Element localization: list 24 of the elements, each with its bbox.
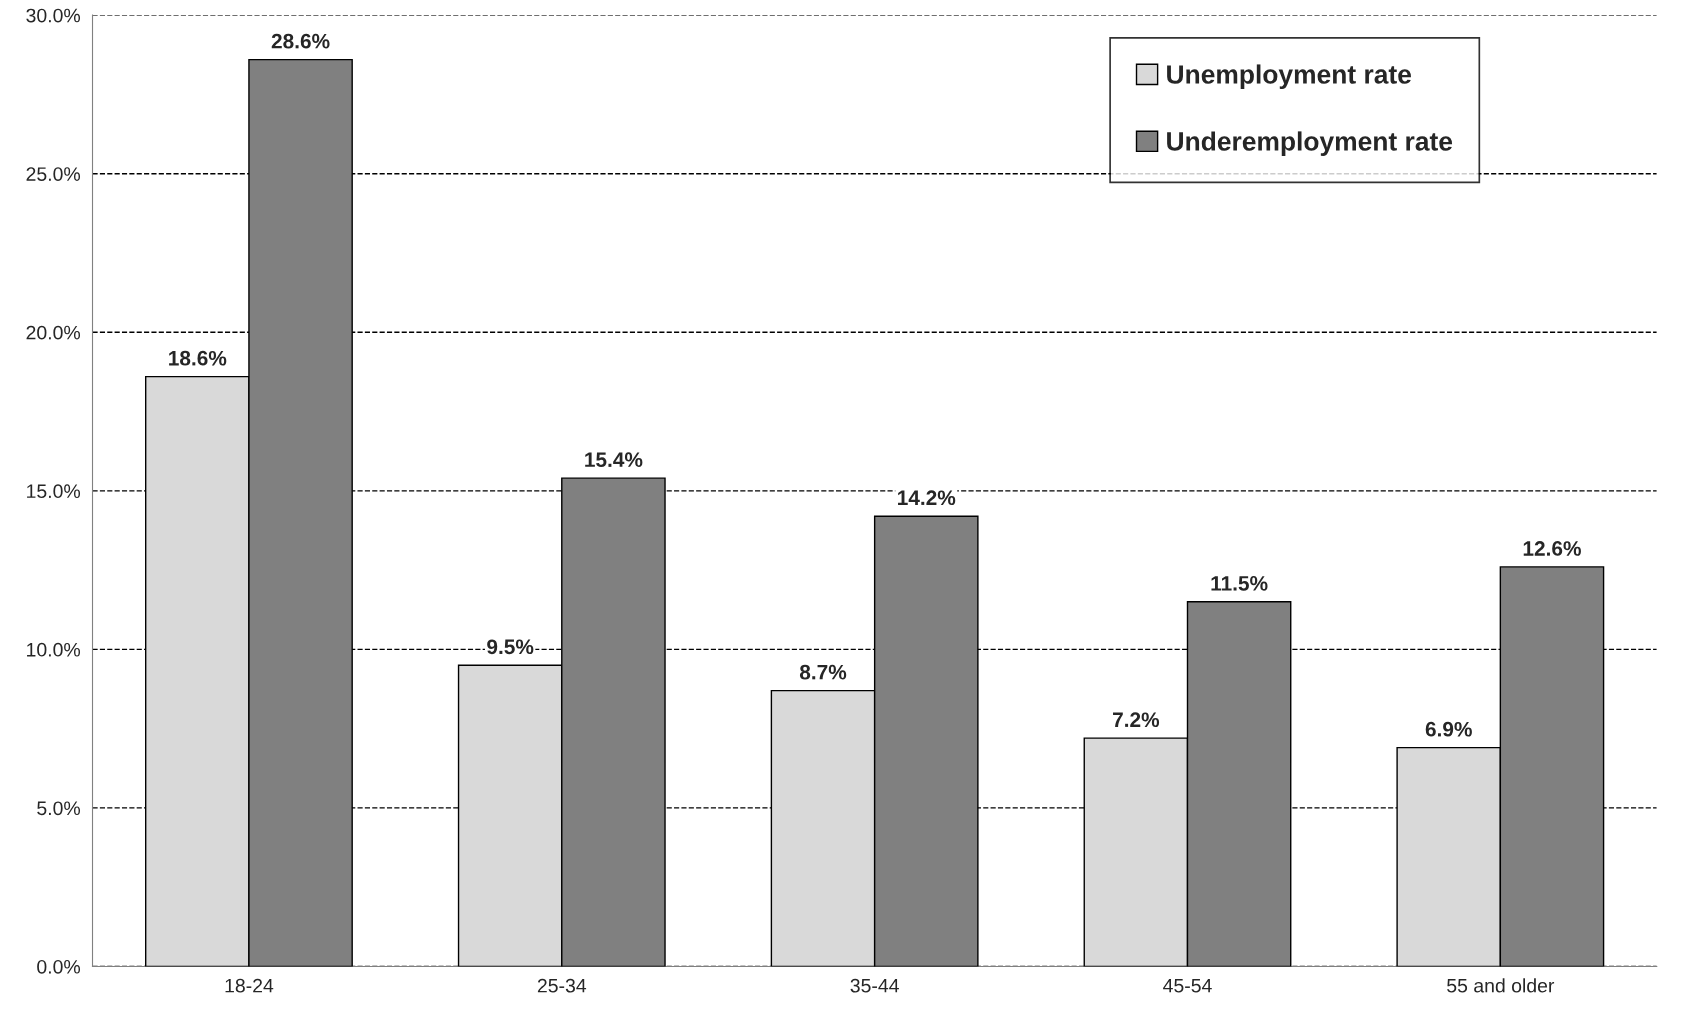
data-label: 18.6% [169,350,227,366]
x-tick-label: 55 and older [1447,978,1555,993]
data-label: 14.2% [898,490,956,506]
y-tick-label: 15.0% [27,484,81,499]
x-tick-label: 45-54 [1163,978,1212,993]
y-tick-label: 20.0% [26,325,81,340]
y-tick-label: 30.0% [26,8,81,23]
data-label: 12.6% [1523,541,1581,556]
legend-label: Underemployment rate [1167,131,1453,156]
data-label: 9.5% [487,639,534,655]
data-label: 7.2% [1113,712,1160,728]
data-label: 15.4% [585,452,643,468]
data-label: 11.5% [1211,576,1268,591]
y-tick-label: 0.0% [37,959,81,974]
y-tick-label: 25.0% [26,167,81,181]
y-tick-label: 5.0% [37,801,81,816]
x-tick-label: 25-34 [537,978,587,993]
data-label: 28.6% [271,33,330,49]
x-tick-label: 35-44 [850,978,899,993]
data-label: 6.9% [1425,721,1472,737]
y-tick-label: 10.0% [27,642,81,657]
legend-label: Unemployment rate [1167,64,1411,90]
data-label: 8.7% [799,664,847,680]
x-tick-label: 18-24 [225,978,274,993]
